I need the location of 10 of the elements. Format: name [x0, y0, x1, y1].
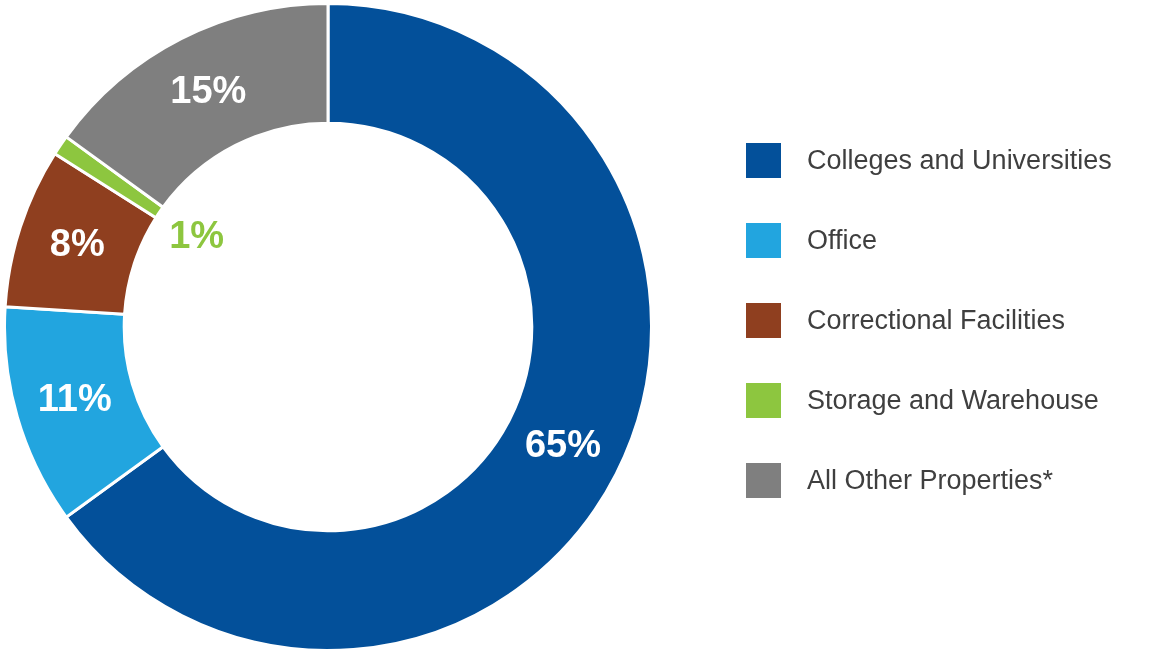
legend-label: Colleges and Universities — [807, 144, 1112, 176]
data-label: 1% — [169, 214, 225, 257]
data-label: 8% — [49, 222, 105, 265]
legend-label: Correctional Facilities — [807, 304, 1066, 336]
data-label: 15% — [170, 68, 247, 111]
data-label: 65% — [524, 423, 601, 466]
legend-label: All Other Properties* — [807, 464, 1054, 496]
legend-label: Storage and Warehouse — [807, 384, 1099, 416]
data-label: 11% — [37, 377, 112, 420]
legend-label: Office — [807, 224, 878, 256]
